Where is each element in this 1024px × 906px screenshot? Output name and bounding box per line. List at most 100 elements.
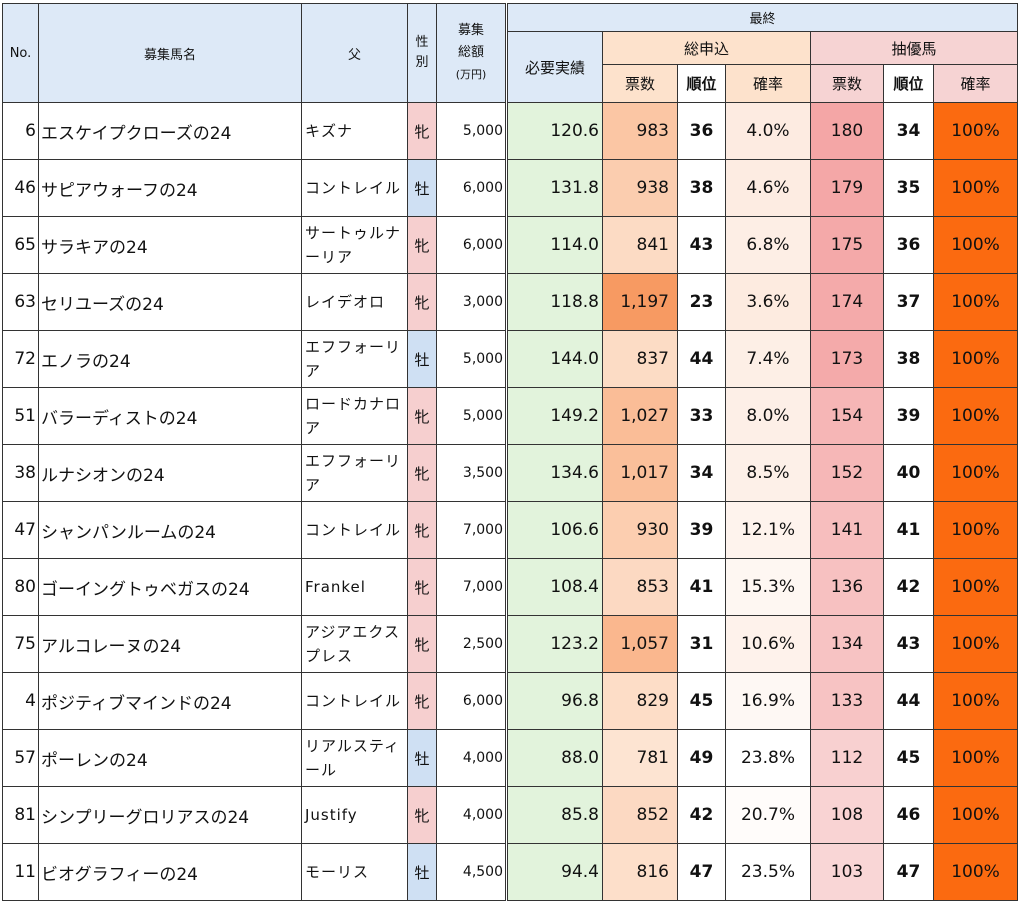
row-no: 4 [2, 672, 39, 730]
lottery-prob: 100% [933, 843, 1018, 901]
apply-rank: 34 [677, 444, 726, 502]
sire-name: モーリス [301, 843, 408, 901]
lottery-rank: 36 [883, 216, 934, 274]
horse-name: エノラの24 [38, 330, 302, 388]
fund-total: 3,000 [436, 273, 507, 331]
sire-name: コントレイル [301, 159, 408, 217]
required-score: 85.8 [505, 786, 603, 844]
row-no: 63 [2, 273, 39, 331]
row-no: 11 [2, 843, 39, 901]
header-fund-unit: (万円) [455, 68, 487, 81]
sire-name: ロードカナロア [301, 387, 408, 445]
sex-cell: 牡 [407, 843, 437, 901]
apply-votes: 841 [602, 216, 678, 274]
apply-votes: 1,027 [602, 387, 678, 445]
header-rank: 順位 [677, 64, 726, 103]
lottery-rank: 34 [883, 102, 934, 160]
header-required: 必要実績 [505, 31, 603, 103]
sire-name: コントレイル [301, 501, 408, 559]
lottery-rank: 47 [883, 843, 934, 901]
table-row: 57 ポーレンの24 リアルスティール牡 4,000 88.0 781 49 23.8% 112… [2, 729, 1018, 787]
apply-votes: 1,017 [602, 444, 678, 502]
header-no: No. [2, 3, 39, 103]
horse-name: ゴーイングトゥベガスの24 [38, 558, 302, 616]
sex-cell: 牝 [407, 216, 437, 274]
header-fund: 募集 総額 (万円) [436, 3, 507, 103]
fund-total: 6,000 [436, 159, 507, 217]
lottery-rank: 39 [883, 387, 934, 445]
apply-prob: 16.9% [725, 672, 811, 730]
table-row: 11 ビオグラフィーの24 モーリス牡 4,500 94.4 816 47 23.5% 103 4… [2, 843, 1018, 901]
sire-name: エフフォーリア [301, 444, 408, 502]
lottery-prob: 100% [933, 558, 1018, 616]
apply-prob: 15.3% [725, 558, 811, 616]
sex-cell: 牝 [407, 672, 437, 730]
apply-rank: 42 [677, 786, 726, 844]
sex-cell: 牝 [407, 273, 437, 331]
sire-name: リアルスティール [301, 729, 408, 787]
lottery-prob: 100% [933, 615, 1018, 673]
sire-name: サートゥルナーリア [301, 216, 408, 274]
apply-rank: 44 [677, 330, 726, 388]
header-lottery: 抽優馬 [810, 31, 1018, 65]
required-score: 114.0 [505, 216, 603, 274]
lottery-rank: 46 [883, 786, 934, 844]
horse-name: サラキアの24 [38, 216, 302, 274]
apply-votes: 930 [602, 501, 678, 559]
sex-cell: 牡 [407, 159, 437, 217]
lottery-rank: 35 [883, 159, 934, 217]
apply-rank: 31 [677, 615, 726, 673]
horse-name: エスケイプクローズの24 [38, 102, 302, 160]
sex-cell: 牡 [407, 729, 437, 787]
sex-cell: 牝 [407, 444, 437, 502]
apply-prob: 12.1% [725, 501, 811, 559]
lottery-votes: 175 [810, 216, 884, 274]
lottery-rank: 44 [883, 672, 934, 730]
fund-total: 5,000 [436, 330, 507, 388]
lottery-prob: 100% [933, 729, 1018, 787]
lottery-votes: 154 [810, 387, 884, 445]
apply-rank: 49 [677, 729, 726, 787]
apply-votes: 852 [602, 786, 678, 844]
lottery-prob: 100% [933, 672, 1018, 730]
header-pri-prob: 確率 [933, 64, 1018, 103]
lottery-prob: 100% [933, 444, 1018, 502]
lottery-votes: 173 [810, 330, 884, 388]
header-fund-line2: 総額 [457, 45, 484, 60]
sex-cell: 牡 [407, 330, 437, 388]
lottery-table: No. 募集馬名 父 性別 募集 総額 (万円) 最終 必要実績 総申込 抽優馬… [2, 3, 1018, 901]
table-row: 47 シャンパンルームの24 コントレイル牝 7,000 106.6 930 39 12.1%… [2, 501, 1018, 559]
lottery-prob: 100% [933, 330, 1018, 388]
header-pri-votes: 票数 [810, 64, 884, 103]
row-no: 38 [2, 444, 39, 502]
fund-total: 5,000 [436, 387, 507, 445]
fund-total: 6,000 [436, 216, 507, 274]
apply-rank: 33 [677, 387, 726, 445]
lottery-votes: 112 [810, 729, 884, 787]
sire-name: Justify [301, 786, 408, 844]
fund-total: 5,000 [436, 102, 507, 160]
lottery-votes: 136 [810, 558, 884, 616]
horse-name: バラーディストの24 [38, 387, 302, 445]
apply-prob: 23.8% [725, 729, 811, 787]
apply-prob: 4.0% [725, 102, 811, 160]
table-row: 75 アルコレーヌの24 アジアエクスプレス牝 2,500 123.2 1,057 31 10… [2, 615, 1018, 673]
table-row: 65 サラキアの24 サートゥルナーリア牝 6,000 114.0 841 43 6.8% 17… [2, 216, 1018, 274]
header-sex: 性別 [407, 3, 437, 103]
lottery-prob: 100% [933, 273, 1018, 331]
row-no: 51 [2, 387, 39, 445]
table-row: 46 サピアウォーフの24 コントレイル牡 6,000 131.8 938 38 4.6% 17… [2, 159, 1018, 217]
sex-cell: 牝 [407, 102, 437, 160]
horse-name: シャンパンルームの24 [38, 501, 302, 559]
lottery-votes: 174 [810, 273, 884, 331]
header-sex-text: 性別 [415, 35, 429, 70]
sex-cell: 牝 [407, 615, 437, 673]
apply-rank: 47 [677, 843, 726, 901]
apply-rank: 39 [677, 501, 726, 559]
fund-total: 4,000 [436, 786, 507, 844]
header-votes: 票数 [602, 64, 678, 103]
lottery-prob: 100% [933, 102, 1018, 160]
lottery-votes: 103 [810, 843, 884, 901]
table-row: 63 セリユーズの24 レイデオロ牝 3,000 118.8 1,197 23 3.6% 174… [2, 273, 1018, 331]
header-prob: 確率 [725, 64, 811, 103]
